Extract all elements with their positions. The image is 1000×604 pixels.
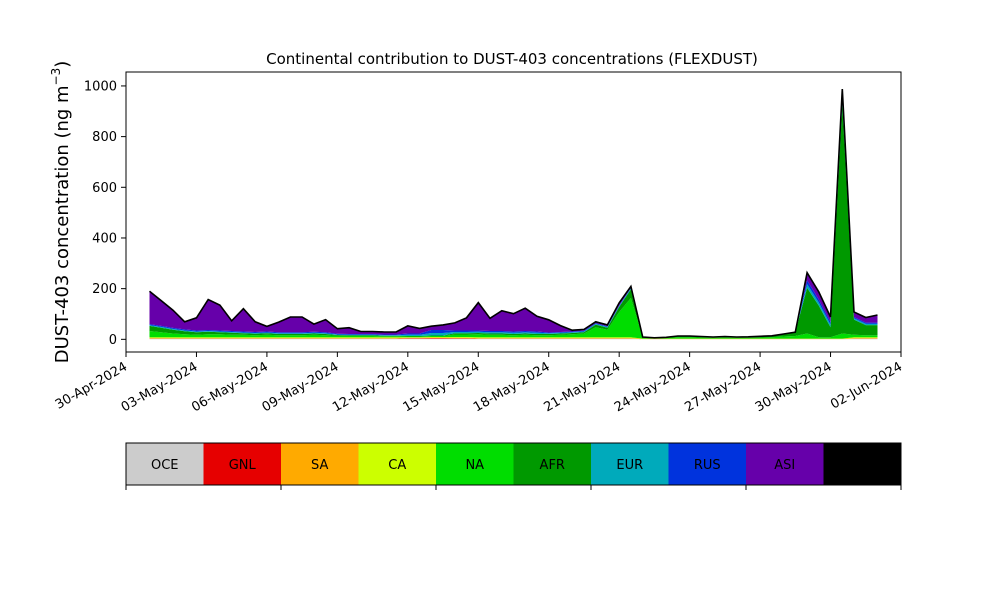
y-tick-label: 800 <box>92 130 117 145</box>
y-axis-label-superscript: −3 <box>49 68 63 86</box>
y-tick-label: 200 <box>92 282 117 297</box>
x-tick-label: 06-May-2024 <box>189 359 271 415</box>
chart-title: Continental contribution to DUST-403 con… <box>266 50 758 68</box>
x-tick-label: 18-May-2024 <box>471 359 553 415</box>
legend-label-oce: OCE <box>151 458 179 473</box>
x-tick-label: 30-May-2024 <box>753 359 835 415</box>
legend-label-asi: ASI <box>774 458 795 473</box>
legend-swatch-eur <box>591 443 669 485</box>
legend-swatch-rus <box>668 443 747 485</box>
x-tick-label: 03-May-2024 <box>119 359 201 415</box>
x-tick-label: 27-May-2024 <box>682 359 764 415</box>
legend-swatch-asi <box>746 443 824 485</box>
legend-label-afr: AFR <box>540 458 565 473</box>
legend-swatch-oce <box>126 443 204 485</box>
x-tick-label: 12-May-2024 <box>330 359 412 415</box>
x-tick-label: 09-May-2024 <box>260 359 342 415</box>
plot-frame <box>125 71 902 353</box>
area-na <box>149 298 878 339</box>
area-sa <box>149 337 878 340</box>
legend-label-aus: AUS <box>849 458 876 473</box>
y-axis-label-text: DUST-403 concentration (ng m <box>52 85 73 363</box>
legend-label-ca: CA <box>388 458 406 473</box>
x-axis-ticks: 30-Apr-202403-May-202406-May-202409-May-… <box>53 352 905 415</box>
legend-frame <box>125 442 902 486</box>
legend-swatch-afr <box>513 443 592 485</box>
y-axis-label-close: ) <box>52 61 73 68</box>
legend-swatch-ca <box>358 443 437 485</box>
x-tick-label: 02-Jun-2024 <box>828 359 905 412</box>
legend-label-na: NA <box>465 458 484 473</box>
area-afr <box>149 104 878 339</box>
total-concentration-line <box>148 88 878 339</box>
legend-label-rus: RUS <box>694 458 721 473</box>
area-oce <box>149 338 878 340</box>
legend-label-sa: SA <box>311 458 328 473</box>
y-axis-ticks: 0 200 400 600 800 1000 <box>84 79 126 348</box>
legend-colorbar: OCE GNL SA CA NA AFR EUR RUS ASI AUS <box>125 442 902 490</box>
x-tick-label: 24-May-2024 <box>612 359 694 415</box>
y-axis-label: DUST-403 concentration (ng m−3) <box>49 61 73 364</box>
area-eur <box>149 101 878 338</box>
legend-label-eur: EUR <box>616 458 643 473</box>
area-aus <box>149 89 878 338</box>
legend-swatch-gnl <box>203 443 282 485</box>
x-tick-label: 15-May-2024 <box>401 359 483 415</box>
y-tick-label: 400 <box>92 231 117 246</box>
area-rus <box>149 99 878 338</box>
x-tick-label: 30-Apr-2024 <box>53 359 130 412</box>
x-tick-label: 21-May-2024 <box>542 359 624 415</box>
legend-swatch-aus <box>823 443 902 485</box>
area-ca <box>149 337 878 339</box>
y-tick-label: 0 <box>109 333 117 348</box>
legend-swatch-na <box>436 443 514 485</box>
area-asi <box>149 89 878 338</box>
legend-swatch-sa <box>281 443 359 485</box>
legend-label-gnl: GNL <box>229 458 257 473</box>
y-tick-label: 600 <box>92 181 117 196</box>
stacked-areas <box>149 89 878 340</box>
y-tick-label: 1000 <box>84 79 117 94</box>
